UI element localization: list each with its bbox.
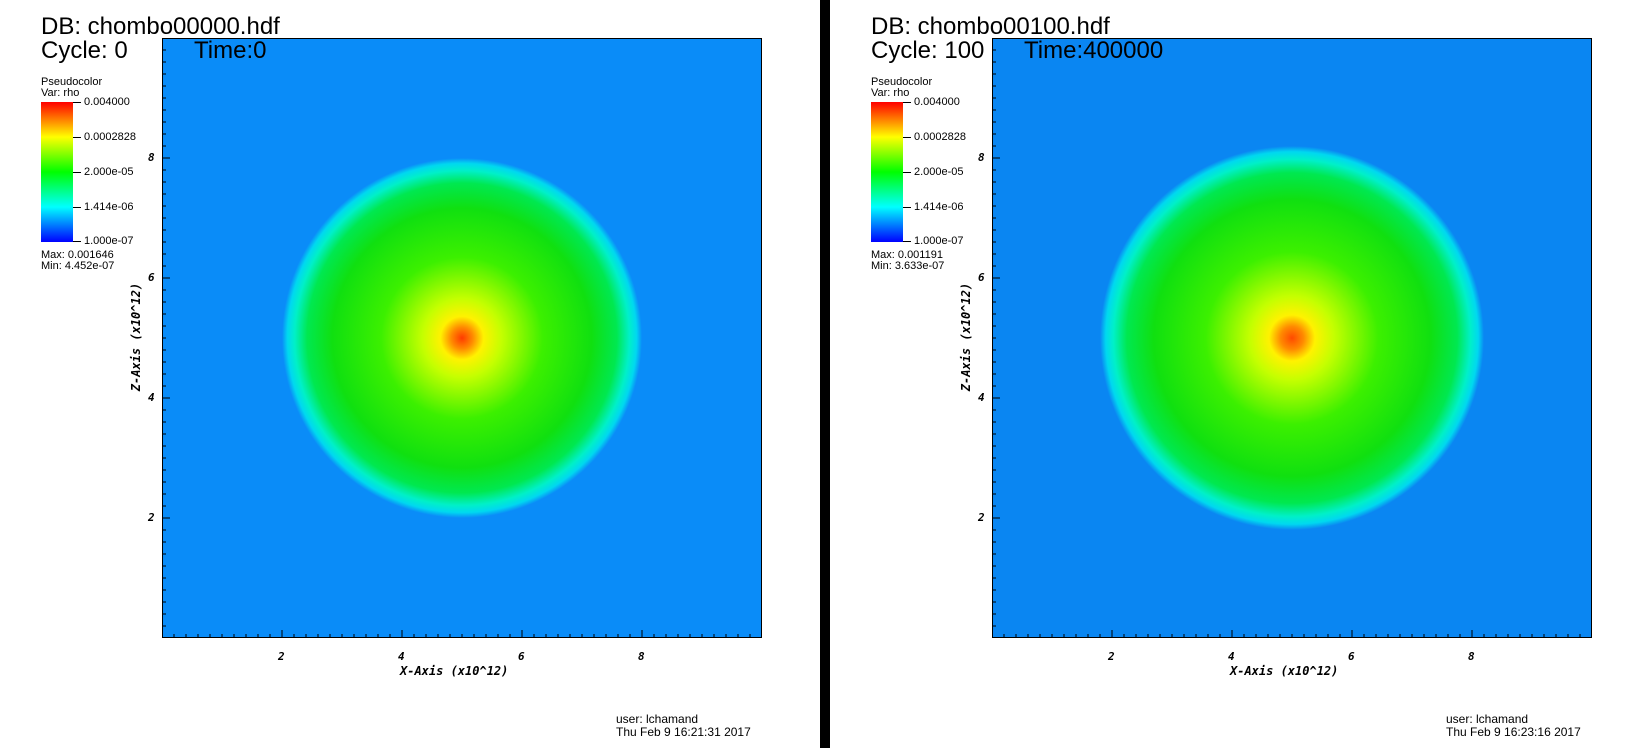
legend-max: Max: 0.001191 — [871, 249, 943, 261]
timestamp-label: Thu Feb 9 16:21:31 2017 — [616, 725, 751, 739]
colorbar-label: 0.0002828 — [914, 131, 966, 143]
legend-title: Pseudocolor — [871, 76, 933, 88]
database-title: DB: chombo00000.hdf — [41, 13, 280, 40]
colorbar — [871, 102, 903, 242]
cycle-label: Cycle: 0 — [41, 37, 128, 64]
colorbar-tick — [73, 102, 81, 103]
legend-variable: Var: rho — [871, 87, 910, 99]
pseudocolor-plot — [162, 38, 762, 638]
y-tick-label: 2 — [148, 511, 155, 524]
colorbar-tick — [903, 137, 911, 138]
colorbar-label: 0.004000 — [84, 96, 130, 108]
x-axis-label: X-Axis (x10^12) — [1230, 664, 1339, 678]
y-tick-label: 6 — [978, 271, 985, 284]
plot-canvas — [162, 38, 762, 638]
colorbar-label: 2.000e-05 — [84, 166, 134, 178]
x-tick-label: 8 — [1468, 650, 1475, 663]
legend-min: Min: 4.452e-07 — [41, 260, 115, 272]
user-label: user: lchamand — [616, 712, 699, 726]
colorbar-label: 0.004000 — [914, 96, 960, 108]
legend-max: Max: 0.001646 — [41, 249, 114, 261]
right-plot-panel: DB: chombo00100.hdf Cycle: 100 Time:4000… — [830, 0, 1650, 748]
colorbar-tick — [73, 207, 81, 208]
colorbar-tick — [903, 207, 911, 208]
x-tick-label: 8 — [638, 650, 645, 663]
pseudocolor-plot — [992, 38, 1592, 638]
x-tick-label: 2 — [1108, 650, 1115, 663]
y-tick-label: 6 — [148, 271, 155, 284]
x-tick-label: 2 — [278, 650, 285, 663]
time-label: Time:400000 — [1024, 37, 1164, 64]
y-axis-label: Z-Axis (x10^12) — [129, 282, 143, 392]
colorbar-label: 1.414e-06 — [84, 201, 134, 213]
x-tick-label: 4 — [398, 650, 405, 663]
cycle-label: Cycle: 100 — [871, 37, 985, 64]
y-tick-label: 4 — [978, 391, 985, 404]
colorbar-tick — [73, 172, 81, 173]
x-tick-label: 6 — [1348, 650, 1355, 663]
colorbar-tick — [903, 241, 911, 242]
colorbar-tick — [903, 102, 911, 103]
colorbar-tick — [903, 172, 911, 173]
user-label: user: lchamand — [1446, 712, 1529, 726]
time-label: Time:0 — [194, 37, 267, 64]
y-tick-label: 8 — [978, 151, 985, 164]
x-tick-label: 4 — [1228, 650, 1235, 663]
colorbar-label: 1.414e-06 — [914, 201, 964, 213]
density-sphere — [282, 158, 642, 518]
density-sphere — [1100, 146, 1484, 530]
left-plot-panel: DB: chombo00000.hdf Cycle: 0 Time:0 Pseu… — [0, 0, 820, 748]
colorbar-label: 1.000e-07 — [914, 235, 964, 247]
x-tick-label: 6 — [518, 650, 525, 663]
colorbar-tick — [73, 241, 81, 242]
colorbar-tick — [73, 137, 81, 138]
x-axis-label: X-Axis (x10^12) — [400, 664, 509, 678]
y-tick-label: 4 — [148, 391, 155, 404]
y-axis-label: Z-Axis (x10^12) — [959, 282, 973, 392]
y-tick-label: 8 — [148, 151, 155, 164]
colorbar-label: 2.000e-05 — [914, 166, 964, 178]
colorbar — [41, 102, 73, 242]
y-tick-label: 2 — [978, 511, 985, 524]
colorbar-label: 1.000e-07 — [84, 235, 134, 247]
legend-title: Pseudocolor — [41, 76, 103, 88]
colorbar-label: 0.0002828 — [84, 131, 136, 143]
timestamp-label: Thu Feb 9 16:23:16 2017 — [1446, 725, 1581, 739]
legend-variable: Var: rho — [41, 87, 80, 99]
plot-canvas — [992, 38, 1592, 638]
panel-divider — [820, 0, 830, 748]
legend-min: Min: 3.633e-07 — [871, 260, 945, 272]
database-title: DB: chombo00100.hdf — [871, 13, 1110, 40]
